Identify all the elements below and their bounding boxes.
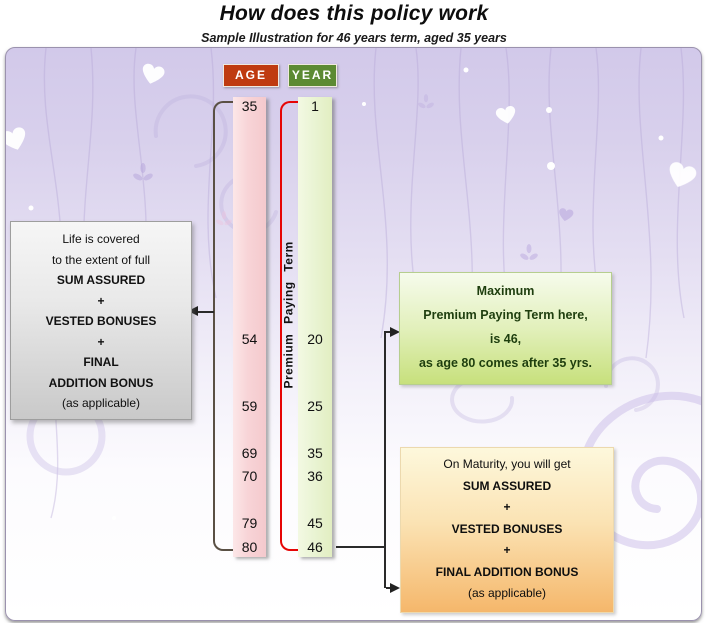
- age-value: 35: [241, 98, 258, 114]
- year-value: 45: [307, 515, 323, 531]
- large-spiral-decoration: [578, 391, 701, 550]
- premium-term-bracket: [280, 101, 300, 551]
- year-column-badge: YEAR: [288, 64, 337, 87]
- info-box-line: (as applicable): [61, 396, 141, 410]
- life-cover-arrowhead-icon: [188, 306, 198, 316]
- right-connector-vertical-line: [384, 331, 386, 588]
- page-subtitle: Sample Illustration for 46 years term, a…: [201, 31, 507, 45]
- age-value: 59: [241, 398, 258, 414]
- life-cover-bracket: [213, 101, 235, 551]
- info-box-line: Life is covered: [62, 232, 140, 246]
- year-value: 36: [307, 468, 323, 484]
- year-value: 25: [307, 398, 323, 414]
- maturity-connector-line: [386, 587, 393, 589]
- page-title: How does this policy work: [219, 2, 489, 25]
- sparkle-dots: [28, 67, 664, 520]
- age-column-badge: AGE: [223, 64, 279, 87]
- info-box-line: FINAL: [83, 355, 119, 369]
- info-box-line: +: [503, 543, 511, 557]
- info-box-line: +: [503, 500, 511, 514]
- info-box-line: VESTED BONUSES: [451, 521, 563, 536]
- term-end-connector-line: [336, 546, 386, 548]
- info-box-line: ADDITION BONUS: [48, 375, 154, 390]
- info-box-line: +: [97, 334, 105, 349]
- max-term-arrowhead-icon: [390, 327, 400, 337]
- info-box-line: Maximum: [476, 284, 535, 298]
- life-cover-box: Life is covered to the extent of full SUM …: [10, 221, 192, 420]
- info-box-line: SUM ASSURED: [462, 478, 552, 493]
- year-value: 20: [307, 331, 323, 347]
- maturity-benefit-box: On Maturity, you will get SUM ASSURED + VES…: [400, 447, 614, 613]
- info-box-line: as age 80 comes after 35 yrs.: [418, 356, 593, 370]
- year-value: 35: [307, 445, 323, 461]
- info-box-line: +: [97, 293, 105, 308]
- info-box-line: is 46,: [489, 332, 522, 346]
- year-value: 1: [311, 98, 319, 114]
- max-premium-term-box: Maximum Premium Paying Term here, is 46, as…: [399, 272, 612, 385]
- year-bar: 1 20 25 35 36 45 46: [298, 97, 332, 557]
- info-box-line: On Maturity, you will get: [443, 457, 571, 471]
- year-value: 46: [307, 539, 323, 555]
- info-box-line: VESTED BONUSES: [45, 314, 157, 328]
- age-value: 80: [241, 539, 258, 555]
- info-box-line: SUM ASSURED: [56, 273, 146, 287]
- premium-paying-term-label: Premium Paying Term: [281, 241, 296, 389]
- purple-heart-decoration: [557, 207, 574, 223]
- age-value: 70: [241, 468, 258, 484]
- age-value: 54: [241, 331, 258, 347]
- max-term-connector-line: [386, 331, 393, 333]
- life-cover-connector-line: [196, 311, 214, 313]
- age-value: 79: [241, 515, 258, 531]
- flower-decorations: [132, 94, 539, 295]
- info-box-line: FINAL ADDITION BONUS: [435, 564, 579, 579]
- info-box-line: to the extent of full: [51, 252, 151, 267]
- info-box-line: Premium Paying Term here,: [423, 308, 588, 322]
- info-box-line: (as applicable): [467, 586, 547, 600]
- maturity-arrowhead-icon: [390, 583, 400, 593]
- age-value: 69: [241, 445, 258, 461]
- age-bar: 35 54 59 69 70 79 80: [233, 97, 266, 557]
